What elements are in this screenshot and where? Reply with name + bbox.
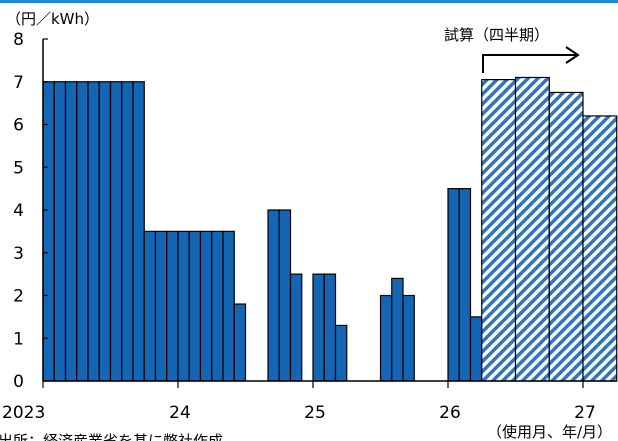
bar-2024-01 <box>177 230 190 382</box>
projection-bar-2026-Q4 <box>548 91 584 382</box>
bar-2023-10 <box>143 230 157 382</box>
bar-2023-05 <box>87 81 100 382</box>
bar-2024-09 <box>267 209 280 382</box>
y-tick-label-0: 0 <box>13 372 24 392</box>
bar-2025-01 <box>312 273 325 382</box>
projection-annotation: 試算（四半期） <box>444 26 549 44</box>
source-note: 出所：経済産業省を基に弊社作成 <box>0 432 223 441</box>
bar-2023-03 <box>64 81 78 382</box>
bar-2023-07 <box>109 81 123 382</box>
y-tick-label-7: 7 <box>13 73 24 93</box>
x-tick-label-2023: 2023 <box>2 403 45 423</box>
y-tick-label-4: 4 <box>13 201 24 221</box>
bar-2024-06 <box>233 303 247 382</box>
y-tick-label-5: 5 <box>13 158 24 178</box>
x-tick-label-24: 24 <box>169 403 191 423</box>
axes-layer: 0 1 2 3 4 5 6 7 8 2023 24 25 26 27 <box>2 30 617 423</box>
y-tick-label-3: 3 <box>13 244 24 264</box>
y-axis-unit-label: （円／kWh） <box>6 10 99 28</box>
projection-bar-2027-Q1 <box>582 115 618 382</box>
bar-2026-01 <box>447 188 460 382</box>
x-tick-label-26: 26 <box>439 403 461 423</box>
x-tick-label-27: 27 <box>574 403 596 423</box>
bar-2025-02 <box>323 273 337 382</box>
bar-2025-03 <box>334 324 348 382</box>
bar-2023-09 <box>132 81 145 382</box>
bar-2025-07 <box>379 294 393 382</box>
bar-2023-04 <box>76 81 89 382</box>
bar-2024-05 <box>222 230 235 382</box>
projection-bar-2026-Q3 <box>514 76 550 382</box>
top-rule <box>0 0 618 3</box>
bar-2023-02 <box>53 81 67 382</box>
x-tick-label-25: 25 <box>304 403 326 423</box>
bar-2025-09 <box>402 294 415 382</box>
bars-layer <box>42 76 618 382</box>
y-tick-label-6: 6 <box>13 116 24 136</box>
bar-2025-08 <box>391 277 404 382</box>
bar-2024-04 <box>211 230 224 382</box>
bar-2023-12 <box>166 230 179 382</box>
x-axis-unit-label: （使用月、年/月） <box>487 423 612 441</box>
bar-2024-10 <box>278 209 292 382</box>
bar-2023-06 <box>98 81 112 382</box>
y-tick-label-1: 1 <box>13 329 24 349</box>
bar-2024-11 <box>289 273 303 382</box>
bar-2024-02 <box>188 230 202 382</box>
bar-2023-08 <box>121 81 134 382</box>
y-tick-label-2: 2 <box>13 287 24 307</box>
y-tick-label-8: 8 <box>13 30 24 50</box>
bar-2023-11 <box>154 230 168 382</box>
projection-arrow <box>482 46 580 73</box>
bar-2024-03 <box>199 230 213 382</box>
bar-2026-03 <box>469 316 483 382</box>
bar-2026-02 <box>458 188 472 382</box>
projection-bar-2026-Q2 <box>481 79 517 382</box>
bar-2023-01 <box>42 81 55 382</box>
